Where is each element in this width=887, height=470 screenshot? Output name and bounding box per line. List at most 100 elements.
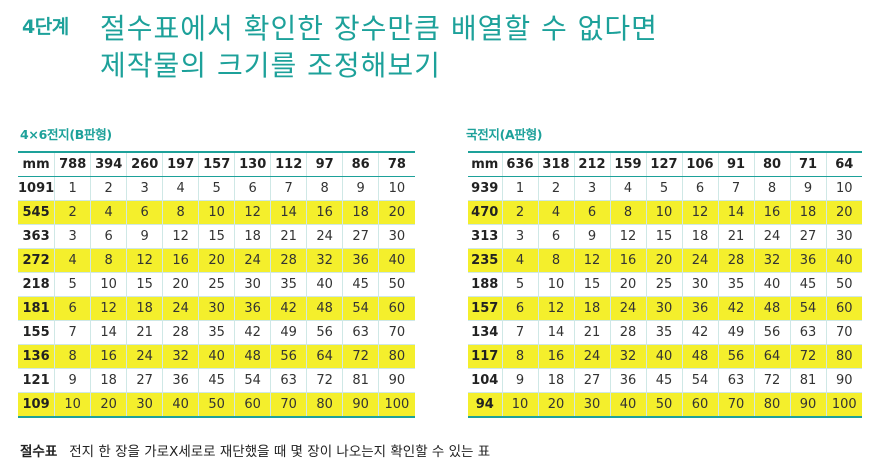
sheet-count-cell: 10 [538,272,575,297]
height-label: 134 [468,320,503,345]
sheet-count-cell: 5 [646,176,683,201]
sheet-count-cell: 60 [378,296,415,321]
sheet-count-cell: 50 [378,272,415,297]
table-title-b-size: 4×6전지(B판형) [20,127,112,142]
sheet-count-cell: 35 [270,272,308,297]
sheet-count-cell: 10 [54,392,92,418]
sheet-count-cell: 35 [198,320,236,345]
table-row: 313 3 6 9 12 15 18 21 24 27 30 [468,224,862,249]
sheet-count-cell: 100 [826,392,862,418]
sheet-count-cell: 32 [610,344,647,369]
width-header: 91 [718,152,755,177]
header-row: mm 636 318 212 159 127 106 91 80 71 64 [468,152,862,177]
sheet-count-cell: 6 [234,176,272,201]
sheet-count-cell: 45 [342,272,380,297]
width-header: 318 [538,152,575,177]
sheet-count-cell: 50 [198,392,236,418]
sheet-count-cell: 45 [646,368,683,393]
sheet-count-cell: 20 [378,200,415,225]
sheet-count-cell: 80 [306,392,344,418]
width-header: 78 [378,152,415,177]
width-header: 212 [574,152,611,177]
sheet-count-cell: 20 [826,200,862,225]
sheet-count-cell: 60 [234,392,272,418]
sheet-count-cell: 14 [270,200,308,225]
width-header: 127 [646,152,683,177]
sheet-count-cell: 63 [270,368,308,393]
width-header: 159 [610,152,647,177]
sheet-count-cell: 18 [574,296,611,321]
height-label: 109 [18,392,56,418]
sheet-count-cell: 30 [574,392,611,418]
headline-line-1: 절수표에서 확인한 장수만큼 배열할 수 없다면 [100,12,658,45]
sheet-count-cell: 10 [90,272,128,297]
sheet-count-cell: 90 [378,368,415,393]
height-label: 117 [468,344,503,369]
sheet-count-cell: 80 [754,392,791,418]
height-label: 545 [18,200,56,225]
sheet-count-cell: 16 [610,248,647,273]
sheet-count-cell: 20 [162,272,200,297]
sheet-count-cell: 45 [790,272,827,297]
sheet-count-cell: 81 [790,368,827,393]
sheet-count-cell: 18 [234,224,272,249]
sheet-count-cell: 6 [126,200,164,225]
sheet-count-cell: 8 [90,248,128,273]
height-label: 94 [468,392,503,418]
sheet-count-cell: 6 [682,176,719,201]
sheet-count-cell: 72 [342,344,380,369]
sheet-count-cell: 8 [538,248,575,273]
sheet-count-cell: 2 [54,200,92,225]
sheet-count-cell: 63 [790,320,827,345]
sheet-count-cell: 8 [306,176,344,201]
caption-text: 전지 한 장을 가로X세로로 재단했을 때 몇 장이 나오는지 확인할 수 있는… [69,444,491,460]
sheet-count-cell: 25 [646,272,683,297]
height-label: 136 [18,344,56,369]
sheet-count-cell: 12 [682,200,719,225]
sheet-count-cell: 70 [826,320,862,345]
sheet-count-cell: 48 [682,344,719,369]
sheet-count-cell: 10 [646,200,683,225]
sheet-count-cell: 10 [826,176,862,201]
sheet-count-cell: 3 [126,176,164,201]
sheet-count-cell: 24 [574,344,611,369]
sheet-count-cell: 24 [610,296,647,321]
sheet-count-cell: 10 [378,176,415,201]
table-row: 218 5 10 15 20 25 30 35 40 45 50 [18,272,415,297]
sheet-count-cell: 16 [754,200,791,225]
height-label: 313 [468,224,503,249]
height-label: 104 [468,368,503,393]
sheet-count-cell: 12 [234,200,272,225]
sheet-count-cell: 27 [574,368,611,393]
sheet-count-cell: 9 [126,224,164,249]
step-label: 4단계 [22,16,69,38]
table-row: 545 2 4 6 8 10 12 14 16 18 20 [18,200,415,225]
sheet-count-cell: 35 [646,320,683,345]
headline-line-2: 제작물의 크기를 조정해보기 [100,49,441,82]
sheet-count-cell: 49 [718,320,755,345]
sheet-count-cell: 40 [306,272,344,297]
sheet-count-cell: 1 [54,176,92,201]
sheet-count-cell: 40 [162,392,200,418]
sheet-count-cell: 36 [342,248,380,273]
sheet-count-cell: 5 [198,176,236,201]
sheet-count-cell: 10 [198,200,236,225]
sheet-count-cell: 30 [198,296,236,321]
sheet-count-cell: 54 [342,296,380,321]
sheet-count-cell: 28 [270,248,308,273]
height-label: 235 [468,248,503,273]
sheet-count-cell: 16 [90,344,128,369]
sheet-count-cell: 36 [790,248,827,273]
height-label: 181 [18,296,56,321]
sheet-count-cell: 6 [538,224,575,249]
sheet-count-cell: 16 [306,200,344,225]
sheet-count-cell: 8 [610,200,647,225]
width-header: 64 [826,152,862,177]
height-label: 939 [468,176,503,201]
sheet-count-cell: 63 [342,320,380,345]
width-header: 86 [342,152,380,177]
height-label: 155 [18,320,56,345]
sheet-count-cell: 21 [270,224,308,249]
sheet-count-cell: 15 [574,272,611,297]
sheet-count-cell: 35 [718,272,755,297]
